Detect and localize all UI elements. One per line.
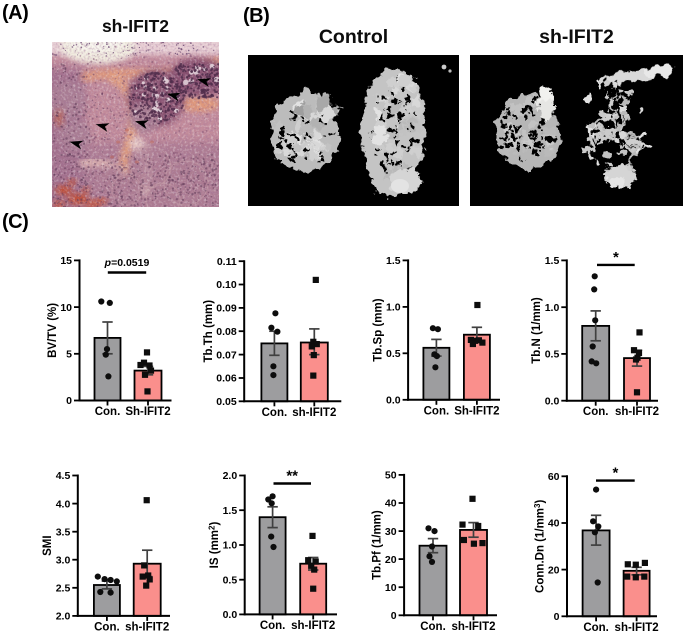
svg-text:sh-IFIT2: sh-IFIT2 <box>291 620 335 632</box>
svg-text:20: 20 <box>548 564 560 576</box>
svg-text:Con.: Con. <box>583 406 609 418</box>
svg-text:0.5: 0.5 <box>545 349 560 361</box>
svg-text:0.0: 0.0 <box>223 609 238 621</box>
svg-text:sh-IFIT2: sh-IFIT2 <box>292 407 336 419</box>
svg-text:50: 50 <box>385 470 397 482</box>
svg-text:2.0: 2.0 <box>56 611 71 623</box>
svg-text:Con.: Con. <box>260 620 286 632</box>
svg-text:40: 40 <box>385 498 397 510</box>
svg-text:SMI: SMI <box>42 535 54 555</box>
svg-text:1.5: 1.5 <box>545 255 560 267</box>
svg-text:5: 5 <box>66 349 72 361</box>
svg-text:3.5: 3.5 <box>56 526 71 538</box>
svg-text:2.5: 2.5 <box>56 583 71 595</box>
svg-text:Con.: Con. <box>95 406 121 418</box>
svg-text:3.0: 3.0 <box>56 554 71 566</box>
svg-text:*: * <box>613 249 619 266</box>
svg-text:0.5: 0.5 <box>223 574 238 586</box>
svg-text:0.5: 0.5 <box>386 348 401 360</box>
svg-text:Tb.Th (mm): Tb.Th (mm) <box>203 300 215 363</box>
svg-text:0.07: 0.07 <box>216 349 237 361</box>
svg-text:1.0: 1.0 <box>545 302 560 314</box>
svg-text:sh-IFIT2: sh-IFIT2 <box>451 621 495 633</box>
svg-text:10: 10 <box>60 302 72 314</box>
svg-text:p=0.0519: p=0.0519 <box>104 257 150 269</box>
svg-text:40: 40 <box>548 518 560 530</box>
svg-text:Con.: Con. <box>420 621 446 633</box>
svg-text:0: 0 <box>66 395 72 407</box>
svg-text:Con.: Con. <box>262 407 288 419</box>
svg-text:1.5: 1.5 <box>223 505 238 517</box>
svg-text:sh-IFIT2: sh-IFIT2 <box>125 621 169 633</box>
svg-text:20: 20 <box>385 554 397 566</box>
svg-text:Tb.Pf (1/mm): Tb.Pf (1/mm) <box>371 510 383 580</box>
svg-text:*: * <box>612 465 618 482</box>
svg-text:Sh-IFIT2: Sh-IFIT2 <box>454 405 499 417</box>
svg-text:0: 0 <box>391 610 397 622</box>
svg-text:BV/TV (%): BV/TV (%) <box>47 303 59 358</box>
svg-text:0.10: 0.10 <box>216 279 237 291</box>
svg-text:1.5: 1.5 <box>386 255 401 267</box>
svg-text:0.0: 0.0 <box>545 395 560 407</box>
svg-text:0.06: 0.06 <box>216 373 237 385</box>
svg-text:10: 10 <box>385 582 397 594</box>
svg-text:Tb.N (1/mm): Tb.N (1/mm) <box>531 297 543 364</box>
svg-text:Con.: Con. <box>424 405 450 417</box>
svg-text:0.11: 0.11 <box>217 256 237 268</box>
svg-text:Conn.Dn (1/mm3): Conn.Dn (1/mm3) <box>533 500 547 593</box>
svg-text:2.0: 2.0 <box>223 470 238 482</box>
svg-text:0.08: 0.08 <box>216 326 237 338</box>
svg-text:1.0: 1.0 <box>223 540 238 552</box>
svg-text:Tb.Sp (mm): Tb.Sp (mm) <box>373 298 385 361</box>
svg-text:4.5: 4.5 <box>56 470 71 482</box>
svg-text:**: ** <box>286 468 298 485</box>
svg-text:0: 0 <box>554 611 560 623</box>
svg-text:30: 30 <box>385 526 397 538</box>
svg-text:4.0: 4.0 <box>56 498 71 510</box>
svg-text:0.05: 0.05 <box>216 396 237 408</box>
svg-text:0.0: 0.0 <box>386 395 401 407</box>
svg-text:Sh-IFIT2: Sh-IFIT2 <box>125 406 170 418</box>
svg-text:sh-IFIT2: sh-IFIT2 <box>615 622 659 634</box>
svg-text:1.0: 1.0 <box>386 302 401 314</box>
svg-text:60: 60 <box>548 471 560 483</box>
svg-text:Con.: Con. <box>94 621 120 633</box>
svg-text:IS (mm2): IS (mm2) <box>208 522 222 569</box>
svg-text:15: 15 <box>60 255 72 267</box>
svg-text:Con.: Con. <box>583 622 609 634</box>
svg-text:0.09: 0.09 <box>216 303 237 315</box>
svg-text:sh-IFIT2: sh-IFIT2 <box>615 406 659 418</box>
